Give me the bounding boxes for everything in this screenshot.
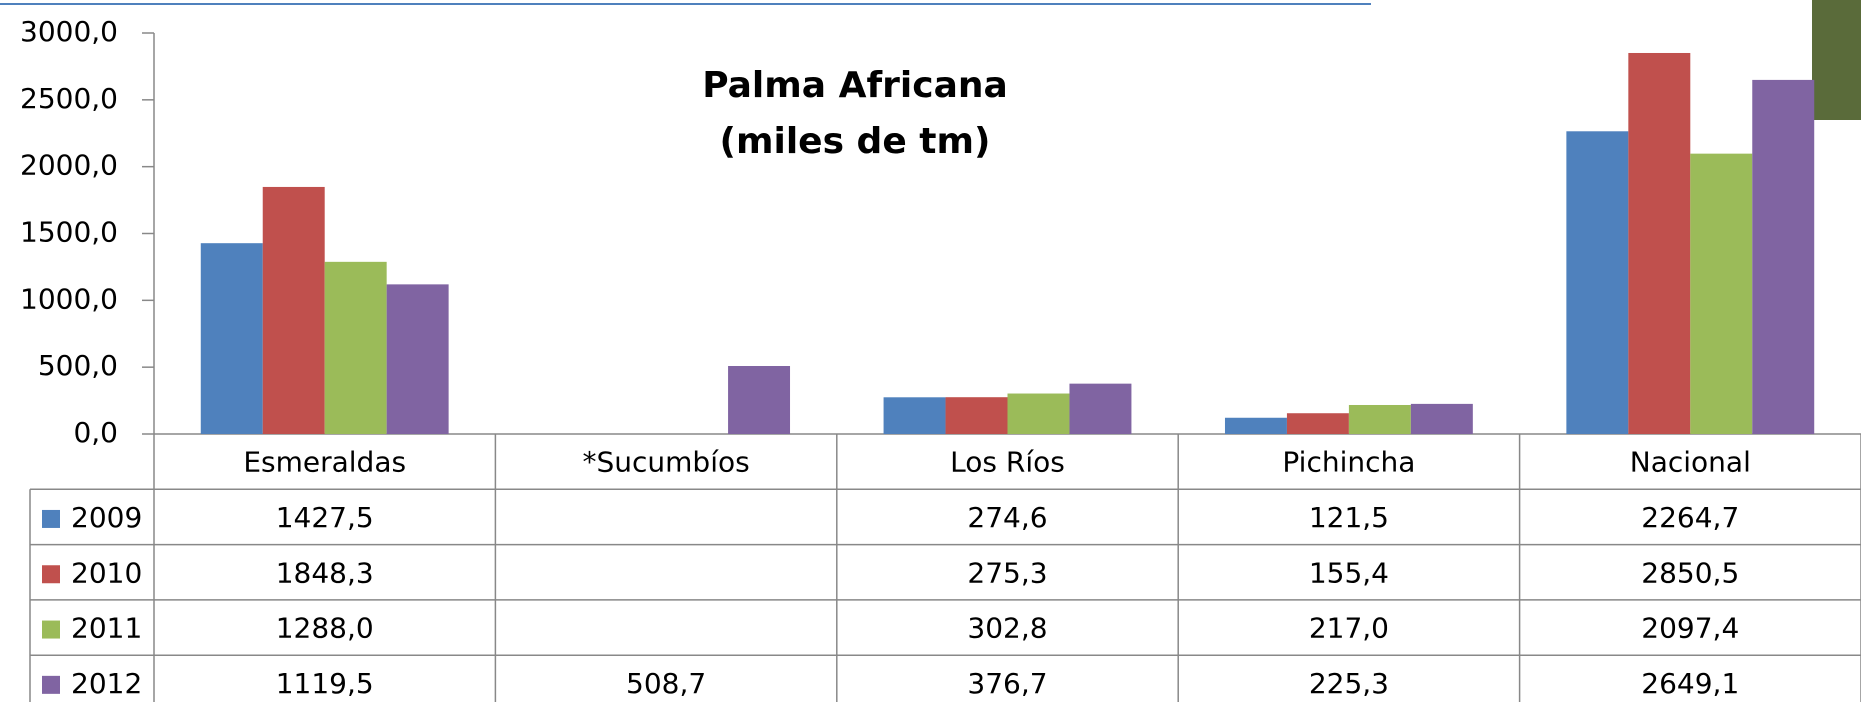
- bar: [1628, 52, 1691, 435]
- bar: [1752, 79, 1815, 435]
- table-value: 155,4: [1309, 556, 1389, 589]
- x-tick-label: Esmeraldas: [243, 446, 406, 479]
- table-value: 2097,4: [1641, 612, 1739, 645]
- table-value: 1119,5: [276, 667, 374, 700]
- photo: [1812, 0, 1861, 120]
- chart-title: Palma Africana: [702, 65, 1008, 106]
- legend-swatch: [42, 509, 60, 528]
- x-tick-label: *Sucumbíos: [582, 446, 749, 479]
- bar: [945, 397, 1008, 434]
- bar: [883, 397, 946, 434]
- table-value: 376,7: [967, 667, 1047, 700]
- bar: [1007, 393, 1070, 434]
- table-value: 508,7: [626, 667, 706, 700]
- table-value: 1288,0: [276, 612, 374, 645]
- table-value: 302,8: [967, 612, 1047, 645]
- legend-label: 2009: [71, 501, 142, 534]
- table-value: 1848,3: [276, 556, 374, 589]
- bar: [1348, 404, 1411, 434]
- bar: [1690, 153, 1753, 435]
- table-value: 275,3: [967, 556, 1047, 589]
- table-value: 121,5: [1309, 501, 1389, 534]
- legend-swatch: [42, 675, 60, 694]
- x-tick-label: Pichincha: [1282, 446, 1415, 479]
- table-value: 225,3: [1309, 667, 1389, 700]
- table-value: 2649,1: [1641, 667, 1739, 700]
- table-value: 1427,5: [276, 501, 374, 534]
- bar: [1286, 413, 1349, 434]
- y-tick-label: 1000,0: [20, 282, 118, 315]
- y-tick-label: 1500,0: [20, 216, 118, 249]
- y-tick-label: 2500,0: [20, 82, 118, 115]
- legend-label: 2010: [71, 556, 142, 589]
- bar: [324, 261, 387, 434]
- bar: [1410, 403, 1473, 434]
- table-value: 2850,5: [1641, 556, 1739, 589]
- y-tick-label: 2000,0: [20, 149, 118, 182]
- y-tick-label: 3000,0: [20, 15, 118, 48]
- bar: [1069, 383, 1132, 434]
- bar: [262, 186, 325, 434]
- table-value: 274,6: [967, 501, 1047, 534]
- legend-swatch: [42, 565, 60, 584]
- bar: [200, 243, 263, 434]
- legend-swatch: [42, 620, 60, 639]
- legend-label: 2011: [71, 612, 142, 645]
- table-value: 2264,7: [1641, 501, 1739, 534]
- legend-label: 2012: [71, 667, 142, 700]
- y-tick-label: 0,0: [73, 416, 118, 449]
- x-tick-label: Nacional: [1630, 446, 1751, 479]
- table-value: 217,0: [1309, 612, 1389, 645]
- bar: [1566, 131, 1629, 434]
- bar: [386, 284, 449, 434]
- bar: [1224, 417, 1287, 434]
- bar: [728, 366, 791, 434]
- y-tick-label: 500,0: [38, 349, 118, 382]
- chart-subtitle: (miles de tm): [720, 121, 991, 162]
- x-tick-label: Los Ríos: [950, 446, 1065, 479]
